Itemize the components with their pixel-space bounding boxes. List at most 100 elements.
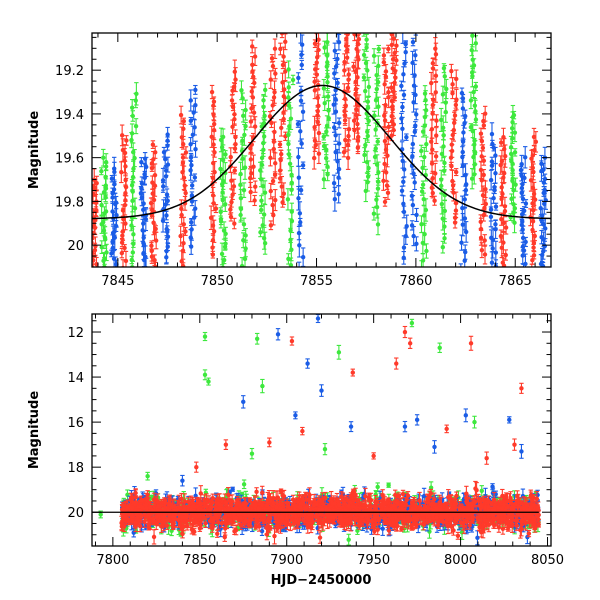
observation-group	[528, 127, 539, 267]
data-point	[243, 497, 248, 512]
observation-group	[321, 33, 331, 190]
data-point	[479, 169, 484, 192]
data-point	[380, 489, 385, 502]
outlier-point	[202, 369, 208, 381]
data-point	[331, 94, 336, 115]
data-point	[248, 181, 253, 203]
data-point	[410, 195, 416, 216]
data-point	[268, 220, 274, 231]
data-point	[149, 164, 155, 172]
data-point	[439, 193, 445, 215]
data-point	[238, 207, 243, 223]
data-point	[431, 492, 437, 507]
data-point	[509, 193, 514, 205]
data-point	[473, 35, 479, 52]
data-point	[188, 89, 193, 112]
data-point	[382, 514, 387, 524]
data-point	[423, 198, 429, 222]
data-point	[371, 206, 377, 221]
data-point	[489, 251, 495, 267]
data-point	[363, 487, 368, 505]
data-point	[188, 159, 193, 181]
data-point	[501, 257, 507, 267]
data-point	[259, 195, 264, 207]
x-tick-label: 8000	[444, 553, 477, 568]
data-point	[529, 263, 535, 267]
data-point	[230, 486, 235, 492]
outlier-point	[319, 384, 324, 397]
data-point	[274, 502, 279, 512]
data-point	[348, 515, 353, 522]
data-point	[272, 527, 277, 545]
data-point	[469, 44, 474, 57]
data-point	[460, 212, 466, 237]
data-point	[508, 213, 513, 221]
data-point	[243, 99, 248, 121]
data-point	[439, 178, 444, 194]
observation-group	[419, 85, 429, 267]
data-point	[112, 225, 118, 251]
observation-group	[188, 84, 198, 255]
data-point	[129, 99, 135, 117]
data-point	[155, 493, 160, 510]
data-point	[212, 161, 217, 184]
data-point	[363, 179, 368, 203]
data-point	[449, 161, 454, 171]
data-point	[287, 119, 292, 133]
data-point	[130, 110, 136, 122]
data-point	[332, 497, 337, 510]
data-point	[382, 496, 387, 511]
observation-group	[258, 83, 268, 255]
data-point	[230, 86, 235, 95]
data-point	[401, 195, 406, 213]
data-point	[273, 67, 278, 80]
outlier-point	[194, 461, 199, 473]
data-point	[345, 145, 351, 170]
data-point	[401, 66, 406, 83]
data-point	[475, 530, 480, 546]
data-point	[153, 231, 159, 250]
observation-group	[92, 168, 99, 267]
outlier-point	[350, 368, 355, 377]
top-panel: 7845 7850 7855 7860 7865 19.2 19.4 19.6 19.8 20 M…	[27, 32, 552, 289]
data-point	[178, 105, 184, 125]
data-point	[324, 127, 329, 136]
bottom-data-layer	[92, 314, 541, 546]
outlier-point	[249, 447, 255, 460]
data-point	[400, 33, 405, 44]
data-point	[336, 185, 341, 204]
observation-group	[448, 63, 459, 229]
observation-group	[508, 104, 518, 234]
bottom-panel: 7800 7850 7900 7950 8000 8050 12 14 16 18 20 Magni…	[27, 313, 564, 588]
data-point	[444, 78, 449, 100]
data-point	[352, 120, 357, 140]
data-point	[401, 205, 407, 219]
data-point	[336, 497, 342, 513]
data-point	[241, 182, 247, 198]
data-point	[213, 204, 219, 214]
data-point	[463, 109, 468, 123]
data-point	[151, 529, 157, 545]
data-point	[318, 497, 323, 504]
data-point	[460, 100, 466, 117]
data-point	[401, 250, 406, 265]
data-point	[400, 102, 405, 113]
data-point	[396, 492, 402, 500]
outlier-point	[414, 414, 420, 426]
data-point	[286, 253, 291, 265]
data-point	[381, 170, 386, 191]
data-point	[306, 520, 311, 530]
outlier-point	[402, 325, 408, 339]
data-point	[247, 497, 252, 503]
data-point	[514, 520, 519, 531]
data-point	[321, 169, 327, 190]
data-point	[452, 497, 457, 512]
data-point	[498, 155, 503, 175]
outlier-point	[402, 420, 408, 433]
data-point	[164, 250, 169, 265]
data-point	[471, 86, 476, 99]
outlier-point	[432, 440, 437, 454]
observation-group	[341, 33, 352, 170]
data-point	[270, 177, 276, 185]
data-point	[215, 529, 220, 538]
